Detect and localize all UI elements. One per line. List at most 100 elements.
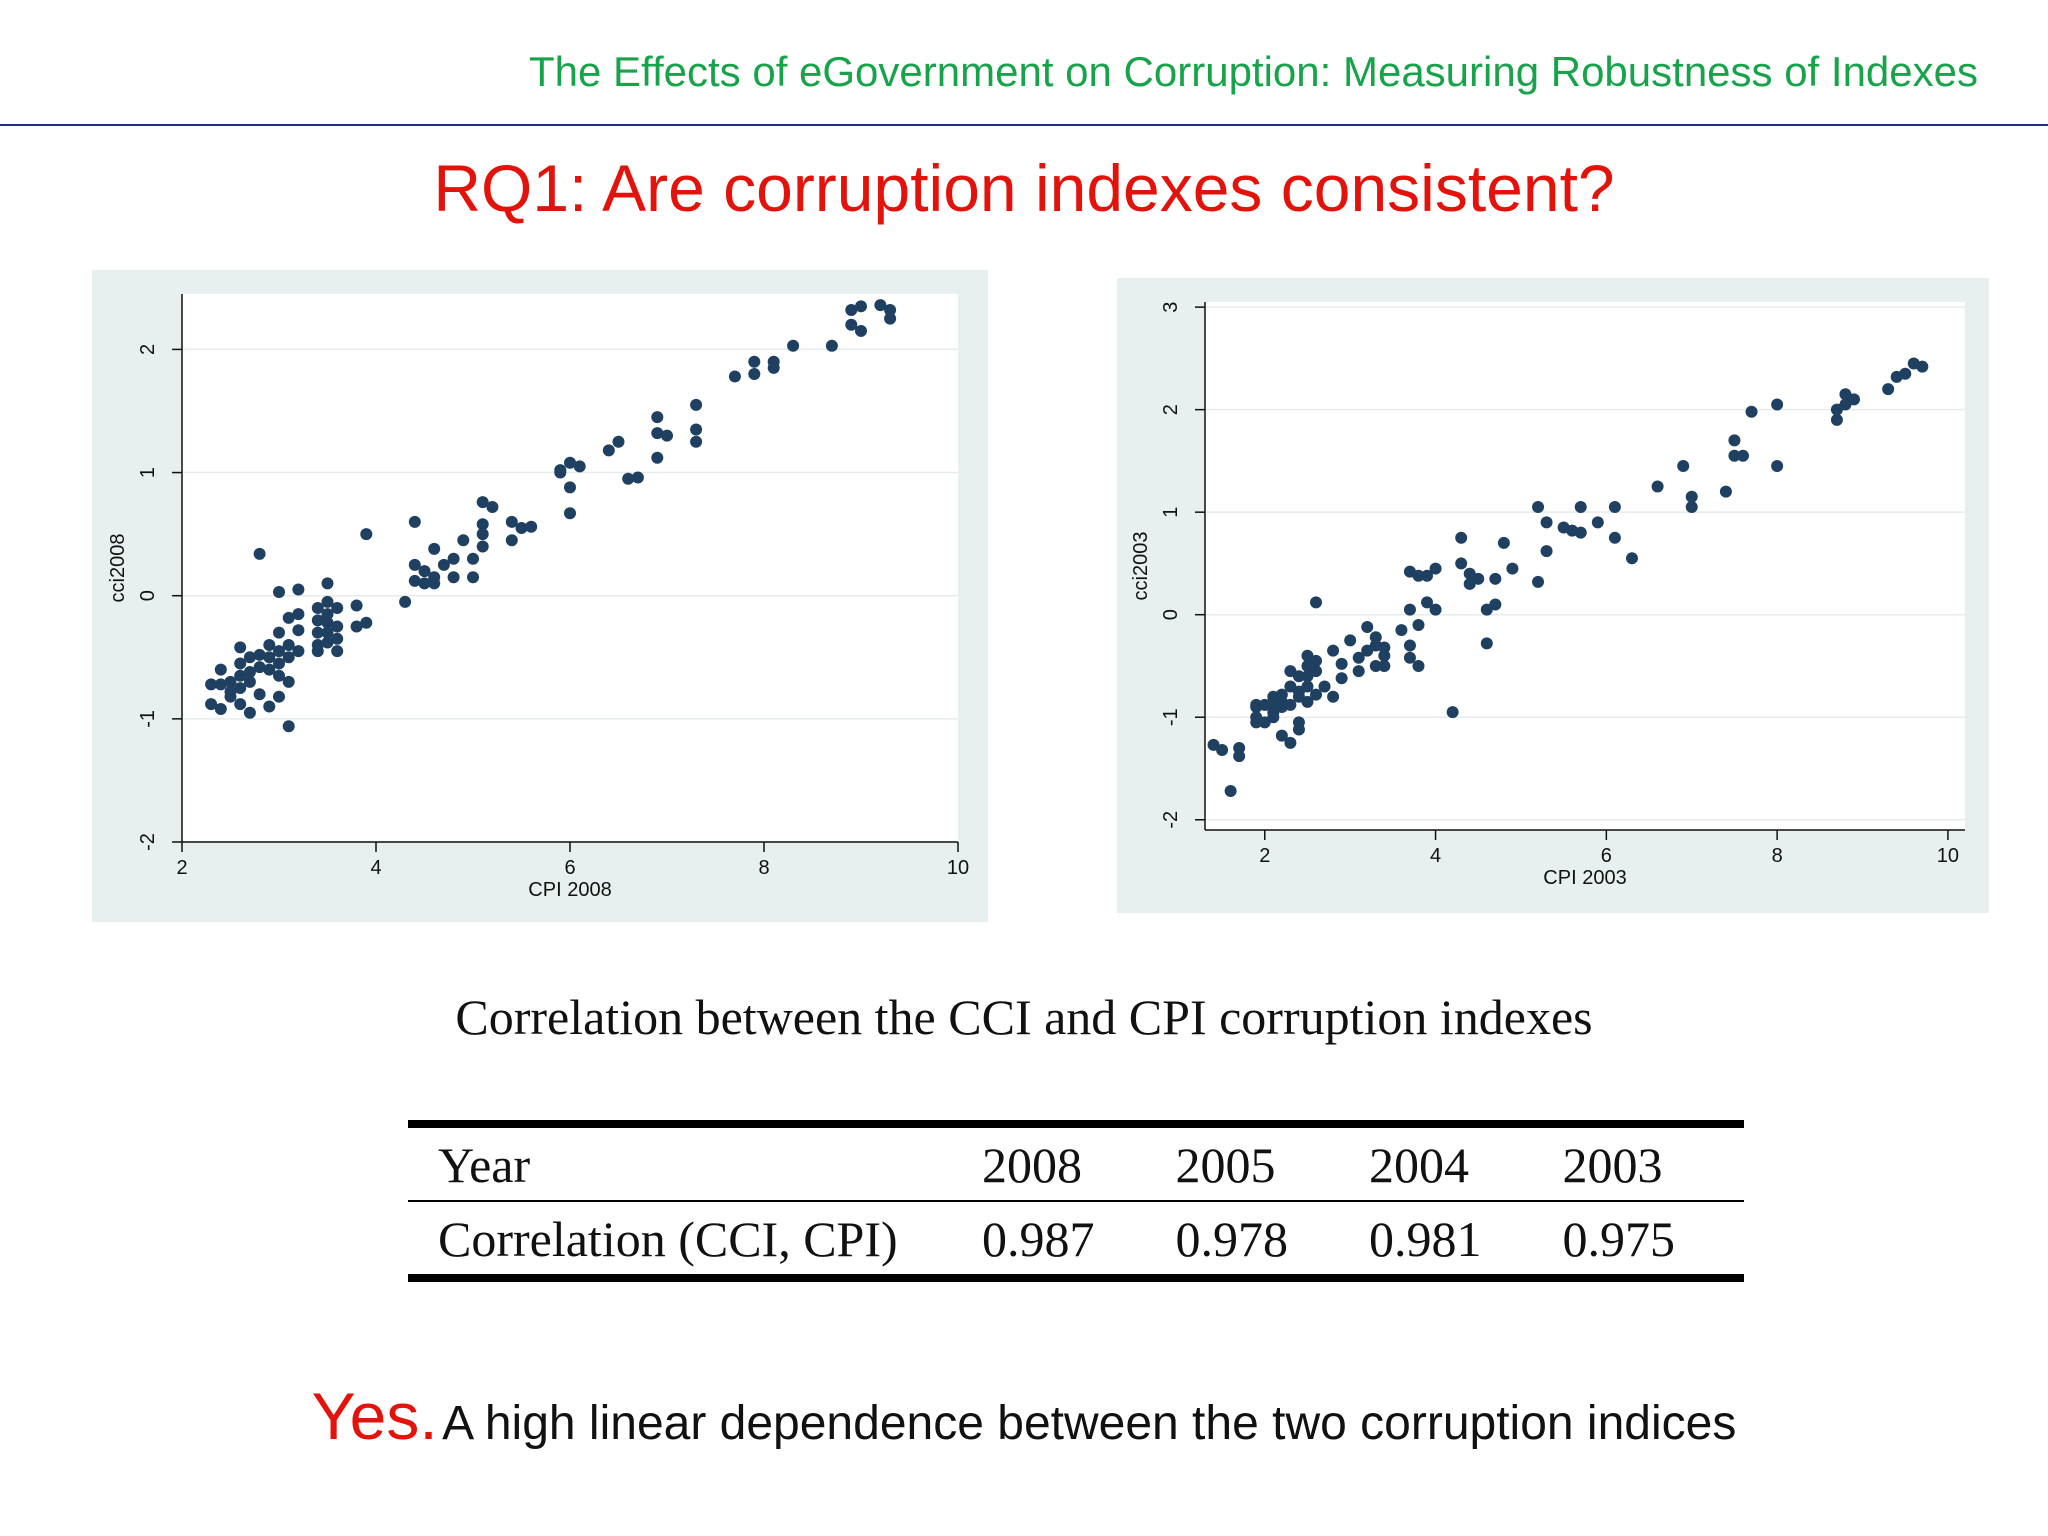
scatter-point bbox=[1736, 449, 1749, 462]
scatter-point bbox=[350, 620, 363, 633]
year-cell: 2003 bbox=[1550, 1120, 1744, 1202]
x-axis-label: CPI 2003 bbox=[1543, 867, 1626, 889]
scatter-point bbox=[292, 583, 305, 596]
scatter-point bbox=[292, 608, 305, 621]
x-tick-label: 8 bbox=[758, 857, 769, 879]
y-tick-label: -2 bbox=[137, 833, 159, 851]
scatter-point bbox=[447, 571, 460, 584]
scatter-point bbox=[292, 645, 305, 658]
scatter-point bbox=[321, 636, 334, 649]
scatter-point bbox=[1233, 741, 1246, 754]
scatter-point bbox=[1250, 716, 1263, 729]
scatter-point bbox=[253, 661, 266, 674]
table-header-row: Year 2008 2005 2004 2003 bbox=[408, 1120, 1744, 1202]
header-label: Year bbox=[408, 1120, 970, 1202]
scatter-point bbox=[263, 700, 276, 713]
scatter-point bbox=[1403, 603, 1416, 616]
scatter-point bbox=[631, 471, 644, 484]
scatter-point bbox=[321, 577, 334, 590]
x-tick-label: 4 bbox=[370, 857, 381, 879]
scatter-point bbox=[845, 304, 858, 317]
scatter-point bbox=[1310, 665, 1323, 678]
x-axis-label: CPI 2008 bbox=[528, 879, 611, 901]
scatter-point bbox=[1651, 480, 1664, 493]
y-tick-label: -2 bbox=[1160, 811, 1182, 829]
scatter-point bbox=[1284, 736, 1297, 749]
scatter-point bbox=[214, 663, 227, 676]
scatter-point bbox=[1421, 569, 1434, 582]
scatter-point bbox=[573, 460, 586, 473]
scatter-point bbox=[1318, 680, 1331, 693]
y-tick-label: 0 bbox=[1160, 609, 1182, 620]
scatter-point bbox=[1310, 596, 1323, 609]
y-tick-label: 1 bbox=[1160, 507, 1182, 518]
correlation-cell: 0.987 bbox=[970, 1201, 1164, 1282]
scatter-point bbox=[1685, 501, 1698, 514]
scatter-point bbox=[1327, 690, 1340, 703]
scatter-point bbox=[884, 312, 897, 325]
scatter-point bbox=[1540, 545, 1553, 558]
scatter-point bbox=[748, 355, 761, 368]
scatter-point bbox=[1421, 596, 1434, 609]
header-divider bbox=[0, 124, 2048, 126]
scatter-point bbox=[1489, 572, 1502, 585]
x-tick-label: 2 bbox=[176, 857, 187, 879]
scatter-point bbox=[399, 595, 412, 608]
scatter-point bbox=[273, 657, 285, 670]
scatter-point bbox=[224, 690, 237, 703]
scatter-point bbox=[408, 558, 421, 571]
scatter-plot-cci2003: -2 -1 0 1 2 3 2 4 6 8 10 CPI 2003 cci2003 bbox=[1117, 278, 1989, 913]
scatter-point bbox=[1916, 360, 1929, 373]
scatter-point bbox=[243, 675, 256, 688]
row-label: Correlation (CCI, CPI) bbox=[408, 1201, 970, 1282]
scatter-point bbox=[234, 669, 247, 682]
x-tick-label: 4 bbox=[1430, 845, 1441, 867]
scatter-point bbox=[331, 632, 344, 645]
scatter-point bbox=[1284, 698, 1297, 711]
scatter-point bbox=[1685, 490, 1698, 503]
scatter-point bbox=[1608, 531, 1621, 544]
scatter-point bbox=[1310, 654, 1323, 667]
scatter-point bbox=[602, 444, 615, 457]
scatter-point bbox=[476, 496, 489, 509]
scatter-point bbox=[1574, 526, 1587, 539]
scatter-point bbox=[273, 690, 285, 703]
scatter-point bbox=[1719, 485, 1732, 498]
scatter-point bbox=[253, 648, 266, 661]
scatter-point bbox=[1899, 367, 1912, 380]
scatter-point bbox=[651, 427, 664, 440]
scatter-point bbox=[1625, 552, 1638, 565]
scatter-point bbox=[282, 611, 295, 624]
scatter-point bbox=[282, 720, 295, 733]
scatter-point bbox=[505, 515, 518, 528]
scatter-point bbox=[253, 688, 266, 701]
scatter-point bbox=[273, 669, 285, 682]
scatter-point bbox=[263, 638, 276, 651]
scatter-point bbox=[1361, 621, 1374, 634]
scatter-point bbox=[273, 645, 285, 658]
scatter-point bbox=[1369, 631, 1382, 644]
scatter-point bbox=[273, 586, 285, 599]
scatter-point bbox=[564, 456, 576, 469]
scatter-point bbox=[1344, 634, 1357, 647]
x-tick-label: 10 bbox=[947, 857, 969, 879]
scatter-point bbox=[331, 620, 344, 633]
scatter-point bbox=[214, 703, 227, 716]
scatter-point bbox=[855, 300, 867, 313]
y-tick-label: 2 bbox=[1160, 404, 1182, 415]
scatter-point bbox=[1224, 785, 1237, 798]
scatter-point bbox=[467, 571, 479, 584]
scatter-point bbox=[651, 411, 664, 424]
scatter-point bbox=[1489, 598, 1502, 611]
scatter-point bbox=[428, 542, 441, 555]
scatter-point bbox=[1378, 641, 1391, 654]
scatter-point bbox=[564, 481, 576, 494]
scatter-point bbox=[1310, 688, 1323, 701]
scatter-point bbox=[234, 641, 247, 654]
scatter-point bbox=[234, 682, 247, 695]
scatter-point bbox=[1771, 398, 1784, 411]
scatter-point bbox=[661, 429, 673, 442]
scatter-point bbox=[748, 368, 761, 381]
scatter-point bbox=[263, 663, 276, 676]
plot-area bbox=[182, 294, 958, 842]
